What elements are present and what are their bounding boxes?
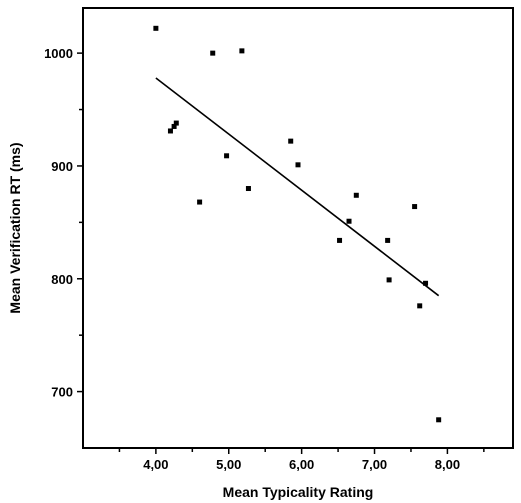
regression-line xyxy=(155,77,440,297)
data-point xyxy=(171,123,177,129)
y-tick-label: 1000 xyxy=(44,46,73,61)
data-point xyxy=(386,277,392,283)
ticks: 4,00 5,00 6,00 7,00 8,00 700 800 900 1000 xyxy=(44,46,485,472)
data-point xyxy=(412,204,418,210)
data-point xyxy=(245,186,251,192)
x-tick-label: 7,00 xyxy=(362,457,387,472)
axes xyxy=(82,7,514,449)
x-tick-label: 6,00 xyxy=(289,457,314,472)
data-point xyxy=(288,138,294,144)
y-axis-title: Mean Verification RT (ms) xyxy=(7,142,23,313)
data-point xyxy=(239,48,245,54)
y-tick-label: 700 xyxy=(51,385,73,400)
data-point xyxy=(197,199,203,205)
y-tick-label: 900 xyxy=(51,159,73,174)
y-tick-label: 800 xyxy=(51,272,73,287)
data-point xyxy=(417,303,423,309)
data-point xyxy=(423,280,429,286)
x-axis-title: Mean Typicality Rating xyxy=(223,484,374,500)
data-point xyxy=(436,417,442,423)
points-group xyxy=(153,25,442,423)
data-point xyxy=(385,237,391,243)
data-point xyxy=(224,153,230,159)
regression-line-group xyxy=(155,77,440,297)
data-point xyxy=(295,162,301,168)
data-point xyxy=(346,218,352,224)
x-tick-label: 5,00 xyxy=(216,457,241,472)
x-tick-label: 8,00 xyxy=(435,457,460,472)
data-point xyxy=(353,192,359,198)
data-point xyxy=(173,120,179,126)
data-point xyxy=(153,25,159,31)
data-point xyxy=(210,50,216,56)
data-point xyxy=(167,128,173,134)
data-point xyxy=(337,237,343,243)
x-tick-label: 4,00 xyxy=(143,457,168,472)
plot-frame xyxy=(82,7,514,449)
